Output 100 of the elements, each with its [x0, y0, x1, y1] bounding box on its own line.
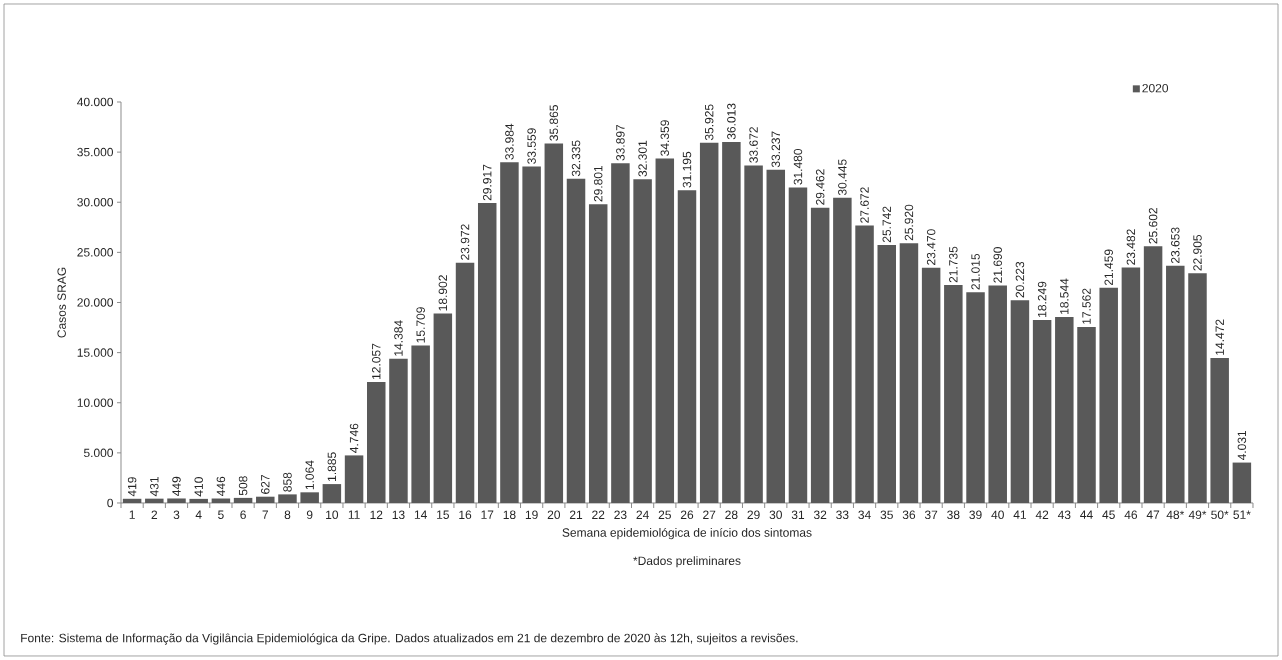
data-label: 27.672 [860, 187, 869, 223]
data-label: 419 [127, 477, 137, 497]
bar [655, 158, 675, 503]
x-tick-label: 10 [326, 510, 339, 520]
y-tick-label: 25.000 [77, 248, 114, 257]
x-tick-label: 43 [1057, 510, 1071, 520]
y-tick-label: 20.000 [77, 298, 114, 307]
data-label: 32.335 [571, 140, 581, 177]
bar [810, 207, 830, 503]
data-label: 14.472 [1215, 319, 1224, 355]
bar [1010, 300, 1030, 503]
bar [988, 285, 1007, 503]
data-label: 31.480 [793, 148, 803, 185]
x-tick-label: 49* [1188, 510, 1207, 520]
x-tick-label: 4 [195, 510, 202, 519]
bar [300, 492, 319, 503]
x-tick-label: 41 [1013, 510, 1026, 519]
bar [522, 166, 541, 503]
x-tick-label: 38 [947, 510, 960, 520]
data-label: 29.917 [482, 164, 492, 201]
bar [944, 285, 963, 503]
y-tick-label: 10.000 [77, 398, 114, 407]
bar [477, 203, 497, 503]
x-tick-label: 29 [747, 510, 760, 520]
bar [788, 187, 808, 503]
x-tick-label: 11 [348, 510, 360, 519]
y-axis-title: Casos SRAG [57, 267, 66, 338]
bar [744, 165, 763, 503]
data-label: 858 [283, 472, 292, 492]
x-tick-label: 15 [437, 510, 449, 519]
bar [633, 179, 652, 503]
bar [500, 162, 519, 503]
data-label: 33.984 [505, 123, 514, 160]
bar [699, 142, 719, 503]
bar [1121, 267, 1141, 503]
bar [433, 313, 453, 503]
data-label: 1.885 [327, 452, 337, 481]
bar [855, 225, 874, 503]
data-label: 21.015 [971, 253, 980, 290]
x-tick-label: 35 [880, 510, 893, 520]
data-label: 33.897 [616, 124, 625, 161]
x-tick-label: 2 [151, 510, 158, 519]
data-label: 25.742 [882, 206, 891, 243]
bar [167, 498, 186, 503]
x-tick-label: 19 [525, 510, 538, 520]
data-label: 14.384 [394, 320, 403, 356]
x-tick-label: 31 [791, 510, 805, 520]
data-label: 21.735 [949, 246, 958, 283]
y-tick-label: 15.000 [77, 348, 114, 357]
bar [766, 169, 786, 503]
data-label: 20.223 [1015, 261, 1025, 298]
data-label: 17.562 [1082, 288, 1091, 324]
bar [921, 267, 941, 503]
bar [722, 141, 741, 503]
data-label: 35.925 [704, 104, 714, 141]
bar [1077, 326, 1096, 503]
x-tick-label: 28 [725, 510, 738, 520]
data-label: 33.559 [527, 128, 536, 164]
bar [1099, 287, 1118, 503]
data-label: 4.746 [349, 423, 359, 453]
x-tick-label: 3 [173, 510, 180, 520]
data-label: 25.920 [904, 204, 914, 241]
data-label: 431 [150, 477, 159, 497]
bar [833, 197, 852, 503]
data-label: 410 [194, 477, 203, 497]
bar [1188, 273, 1207, 503]
x-tick-label: 6 [240, 510, 246, 520]
x-tick-label: 18 [503, 510, 516, 520]
data-label: 446 [216, 476, 226, 497]
bar [344, 455, 364, 503]
x-tick-label: 5 [218, 510, 224, 519]
x-tick-label: 22 [592, 510, 605, 519]
x-tick-label: 12 [370, 510, 383, 519]
x-tick-label: 26 [680, 510, 694, 520]
y-tick-label: 5.000 [83, 448, 114, 458]
data-label: 15.709 [416, 307, 425, 343]
data-label: 21.690 [993, 247, 1002, 283]
x-axis-title: Semana epidemiológica de início dos sintomas [562, 527, 812, 540]
x-tick-label: 50* [1211, 510, 1229, 520]
bar [966, 292, 985, 503]
data-label: 23.482 [1126, 229, 1136, 265]
x-tick-label: 39 [969, 510, 982, 520]
bar [322, 484, 342, 503]
bar [455, 262, 475, 503]
legend-label: 2020 [1142, 83, 1169, 93]
bar [256, 496, 275, 503]
data-label: 29.801 [593, 165, 603, 202]
bar [588, 204, 608, 503]
x-tick-label: 17 [481, 510, 494, 519]
bar [278, 494, 297, 503]
y-tick-label: 30.000 [77, 198, 114, 207]
bar [1032, 320, 1052, 503]
bar [611, 163, 630, 503]
data-label: 18.902 [438, 275, 448, 311]
x-tick-label: 25 [658, 510, 671, 520]
data-label: 23.972 [460, 224, 470, 260]
data-label: 35.865 [549, 105, 559, 141]
x-tick-label: 33 [836, 510, 849, 520]
x-tick-label: 42 [1035, 510, 1049, 519]
x-tick-label: 37 [924, 510, 938, 520]
